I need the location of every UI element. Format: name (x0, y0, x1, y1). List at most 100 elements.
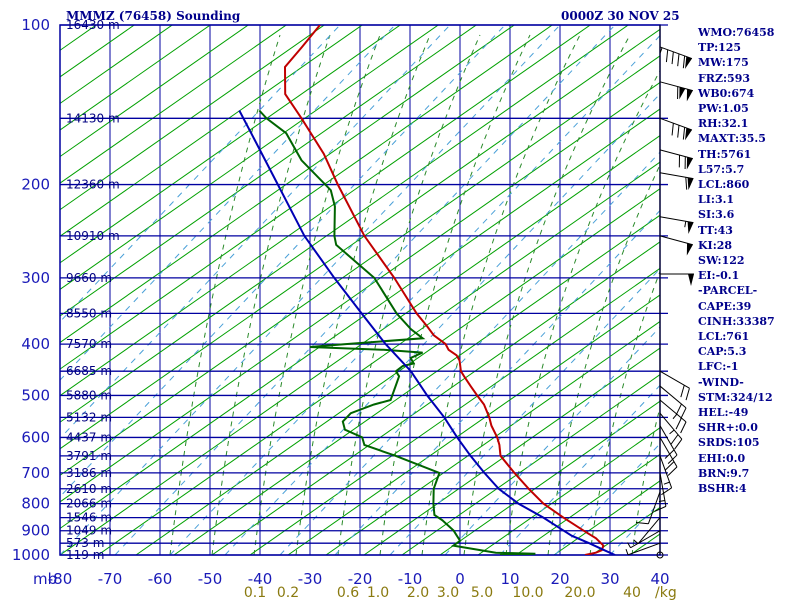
temp-tick-label: 30 (600, 570, 619, 588)
x-axis-label: mb (33, 570, 57, 588)
barb-staff (659, 172, 694, 180)
mixing-ratio-label: 5.0 (471, 585, 493, 600)
wind-barb (654, 472, 667, 512)
barb-flag (661, 487, 672, 496)
pressure-tick-label: 800 (21, 495, 50, 513)
barb-flag (674, 438, 683, 450)
wind-barb (659, 425, 678, 465)
wind-barb (659, 385, 687, 420)
temp-tick-label: -50 (198, 570, 223, 588)
dry-adiabat (0, 24, 22, 555)
barb-half (625, 549, 629, 555)
barb-staff (659, 46, 693, 60)
height-label: 3791 m (66, 449, 112, 463)
moist-adiabat (253, 34, 381, 555)
barb-flag (654, 505, 667, 512)
index-item: LCL:761 (698, 330, 750, 344)
barb-half (659, 47, 663, 54)
barb-pennant (687, 177, 694, 190)
barb-staff (637, 517, 661, 544)
index-item: L57:5.7 (698, 162, 745, 176)
barb-flag (636, 521, 649, 525)
barb-half (672, 413, 678, 420)
height-label: 2610 m (66, 482, 112, 496)
pressure-tick-label: 200 (21, 176, 50, 194)
barb-staff (659, 117, 693, 131)
moist-adiabat (337, 34, 481, 555)
mixing-ratio-unit: /kg (655, 585, 677, 600)
dry-adiabat (60, 25, 592, 397)
barb-flag (682, 55, 686, 69)
index-item: EI:-0.1 (698, 269, 740, 283)
height-label: 3186 m (66, 466, 112, 480)
dry-adiabat (135, 188, 660, 555)
chart-title: MMMZ (76458) Sounding (66, 9, 241, 23)
height-label: 119 m (66, 548, 104, 562)
height-label: 5880 m (66, 388, 112, 402)
pressure-tick-label: 100 (21, 16, 50, 34)
index-item: KI:28 (698, 238, 733, 252)
wind-barb (633, 517, 661, 545)
mixing-ratio-line (224, 93, 660, 555)
barb-pennant (685, 127, 692, 141)
dry-adiabat (97, 161, 660, 555)
mixing-ratio-line (169, 34, 660, 555)
temp-tick-label: 10 (500, 570, 519, 588)
barb-pennant (685, 56, 692, 69)
height-label: 5132 m (66, 410, 112, 424)
dry-adiabat (60, 25, 364, 237)
temp-tick-label: -80 (48, 570, 73, 588)
dewpoint-line (258, 109, 536, 555)
barb-flag (675, 403, 682, 416)
barb-half (633, 539, 639, 545)
height-label: 2066 m (66, 497, 112, 511)
moist-adiabat (211, 34, 331, 555)
barb-flag (682, 127, 686, 140)
wind-barb (659, 149, 693, 170)
index-item: CAPE:39 (698, 299, 752, 313)
wind-barb (659, 172, 694, 190)
dry-adiabat (325, 320, 660, 555)
dry-adiabat (60, 25, 250, 158)
index-item: MAXT:35.5 (698, 132, 766, 146)
dry-adiabat (60, 55, 660, 476)
mixing-ratio-line (499, 384, 660, 555)
index-item: EHI:0.0 (698, 451, 746, 465)
dry-adiabat (173, 214, 660, 555)
parcel-line (238, 110, 616, 555)
temp-tick-label: -60 (148, 570, 173, 588)
barb-pennant (687, 221, 694, 234)
barb-flag (685, 388, 690, 401)
barb-flag (680, 421, 687, 434)
mixing-ratio-label: 0.2 (277, 585, 299, 600)
index-item: WMO:76458 (698, 26, 775, 39)
index-item: LFC:-1 (698, 360, 739, 374)
temp-tick-label: 20 (550, 570, 569, 588)
temp-tick-label: -40 (248, 570, 273, 588)
temp-tick-label: -30 (298, 570, 323, 588)
height-label: 14130 m (66, 111, 120, 125)
height-label: 4437 m (66, 430, 112, 444)
pressure-tick-label: 600 (21, 428, 50, 446)
barb-half (669, 429, 675, 435)
mixing-ratio-line (554, 442, 660, 555)
moist-adiabat (295, 34, 431, 555)
barb-half (684, 221, 687, 228)
index-item: TP:125 (698, 41, 742, 55)
wind-barb (656, 551, 664, 559)
mixing-ratio-line (60, 25, 561, 555)
barb-staff (630, 530, 661, 549)
dry-adiabat (60, 25, 478, 317)
temp-tick-label: -20 (348, 570, 373, 588)
pressure-tick-label: 900 (21, 522, 50, 540)
index-item: LI:3.1 (698, 193, 735, 207)
barb-half (627, 542, 631, 548)
index-item: LCL:860 (698, 178, 750, 192)
barb-staff (627, 542, 661, 556)
wind-barb (659, 399, 687, 434)
index-item: SW:122 (698, 254, 745, 268)
mixing-ratio-line (334, 209, 660, 555)
mixing-ratio-line (444, 326, 660, 555)
barb-staff (659, 370, 690, 389)
